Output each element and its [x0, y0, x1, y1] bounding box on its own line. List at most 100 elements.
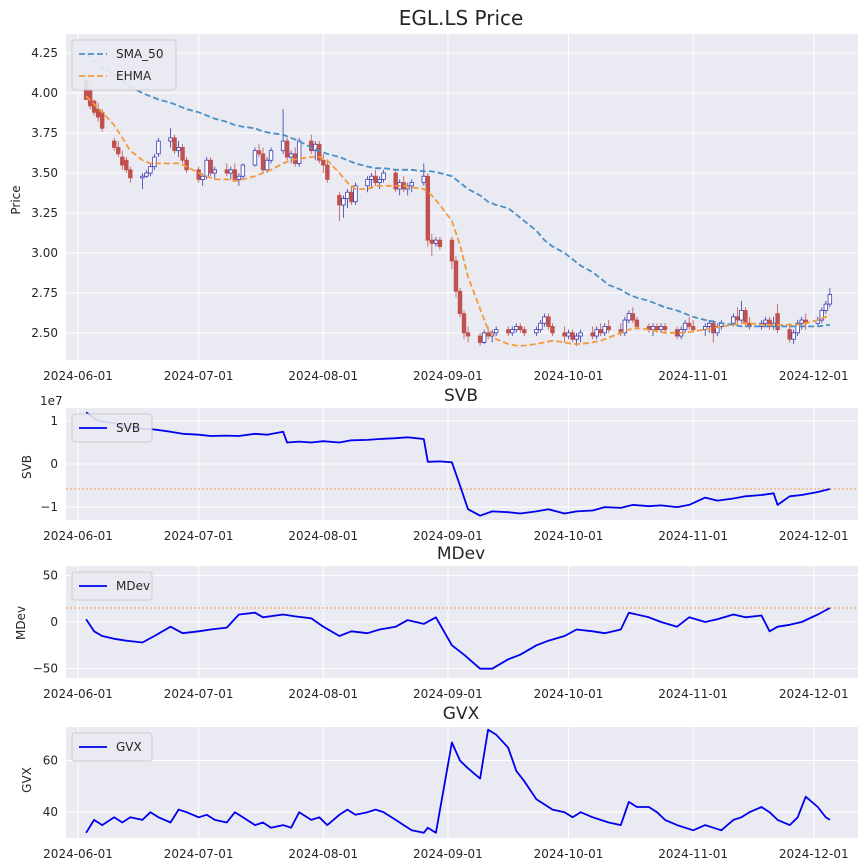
- candle-body: [711, 322, 716, 334]
- title-gvx: GVX: [443, 704, 480, 724]
- candle-body: [686, 322, 692, 327]
- x-tick-label: 2024-11-01: [658, 529, 728, 543]
- legend-box: [71, 732, 153, 762]
- candle-body: [369, 175, 374, 180]
- candle-body: [228, 169, 234, 174]
- candle-body: [538, 322, 543, 331]
- y-tick-label: 3.00: [31, 246, 58, 260]
- candle-body: [827, 294, 833, 305]
- candle-body: [506, 329, 511, 334]
- candle-body: [433, 239, 439, 244]
- x-tick-label: 2024-06-01: [43, 529, 113, 543]
- candle-body: [264, 159, 270, 171]
- x-tick-label: 2024-06-01: [43, 369, 113, 383]
- x-tick-label: 2024-11-01: [658, 369, 728, 383]
- candle-body: [465, 332, 471, 337]
- candle-body: [578, 332, 583, 337]
- candle-body: [168, 137, 173, 142]
- candle-body: [425, 175, 431, 241]
- candle-body: [204, 159, 209, 177]
- candle-body: [570, 332, 575, 340]
- candle-body: [461, 313, 467, 334]
- candle-body: [546, 316, 551, 327]
- candle-body: [196, 169, 201, 180]
- candle-body: [514, 326, 519, 331]
- candle-body: [116, 147, 121, 155]
- candle-body: [622, 319, 628, 334]
- candle-body: [485, 332, 491, 337]
- candle-body: [823, 303, 829, 311]
- x-tick-label: 2024-10-01: [534, 687, 604, 701]
- candle-body: [393, 172, 398, 190]
- x-tick-label: 2024-10-01: [534, 529, 604, 543]
- candle-body: [493, 329, 499, 334]
- legend-box: [71, 571, 153, 601]
- candle-body: [481, 332, 487, 343]
- ylabel-mdev: MDev: [14, 606, 28, 640]
- candle-body: [707, 322, 712, 327]
- candle-body: [313, 143, 318, 152]
- series-line-gvx: [85, 728, 831, 834]
- candle-body: [634, 319, 640, 327]
- candle-body: [787, 329, 792, 340]
- candle-body: [349, 191, 354, 203]
- title-mdev: MDev: [437, 544, 485, 564]
- x-tick-label: 2024-07-01: [164, 369, 234, 383]
- candle-body: [120, 156, 125, 166]
- x-tick-label: 2024-08-01: [288, 687, 358, 701]
- y-tick-label: 3.50: [31, 166, 58, 180]
- y-tick-label: −1: [40, 500, 58, 514]
- candle-body: [602, 326, 607, 334]
- y-tick-label: 3.25: [31, 206, 58, 220]
- candle-body: [95, 108, 101, 118]
- candle-body: [654, 326, 660, 331]
- legend-gvx: GVX: [71, 732, 153, 762]
- series-line-ehma: [85, 95, 831, 347]
- panel-gvx: GVX GVX: [20, 704, 480, 793]
- candle-body: [373, 175, 378, 184]
- candle-body: [184, 159, 189, 171]
- plot-price: 2024-06-01 2024-07-01 2024-08-01 2024-09-01…: [31, 34, 858, 383]
- y-tick-label: 60: [43, 754, 58, 768]
- candle-body: [112, 140, 117, 148]
- x-tick-label: 2024-06-01: [43, 847, 113, 861]
- panel-price: EGL.LS Price Price: [9, 6, 523, 215]
- x-tick-label: 2024-10-01: [534, 847, 604, 861]
- legend-box: [71, 39, 177, 91]
- y-tick-label: 0: [50, 615, 58, 629]
- candle-body: [550, 326, 555, 334]
- candle-body: [562, 332, 567, 337]
- x-tick-label: 2024-10-01: [534, 369, 604, 383]
- x-tick-label: 2024-07-01: [164, 529, 234, 543]
- candle-body: [534, 329, 539, 334]
- candle-body: [566, 332, 571, 337]
- candle-body: [598, 329, 603, 334]
- offset-label-svb: 1e7: [40, 394, 63, 408]
- x-tick-label: 2024-08-01: [288, 369, 358, 383]
- candle-body: [152, 156, 157, 168]
- series-line-svb: [85, 411, 831, 517]
- title-svb: SVB: [444, 386, 478, 406]
- x-tick-label: 2024-12-01: [779, 847, 849, 861]
- x-tick-label: 2024-09-01: [413, 847, 483, 861]
- x-tick-label: 2024-09-01: [413, 687, 483, 701]
- candle-body: [449, 239, 455, 262]
- candle-body: [345, 191, 350, 199]
- candle-body: [337, 195, 342, 206]
- legend-label: MDev: [116, 579, 150, 593]
- plot-mdev: 2024-06-01 2024-07-01 2024-08-01 2024-09-01…: [33, 566, 858, 701]
- x-tick-label: 2024-09-01: [413, 369, 483, 383]
- candle-body: [268, 150, 274, 161]
- legend-svb: SVB: [71, 413, 153, 443]
- candle-body: [522, 329, 527, 334]
- candle-body: [421, 175, 427, 184]
- candle-body: [799, 319, 804, 324]
- x-tick-label: 2024-07-01: [164, 847, 234, 861]
- legend-label: SVB: [116, 421, 140, 435]
- candle-body: [148, 166, 153, 174]
- candle-body: [767, 319, 772, 327]
- y-tick-label: −50: [33, 662, 58, 676]
- y-tick-label: 0: [50, 457, 58, 471]
- y-tick-label: 4.25: [31, 46, 58, 60]
- candle-body: [200, 175, 205, 180]
